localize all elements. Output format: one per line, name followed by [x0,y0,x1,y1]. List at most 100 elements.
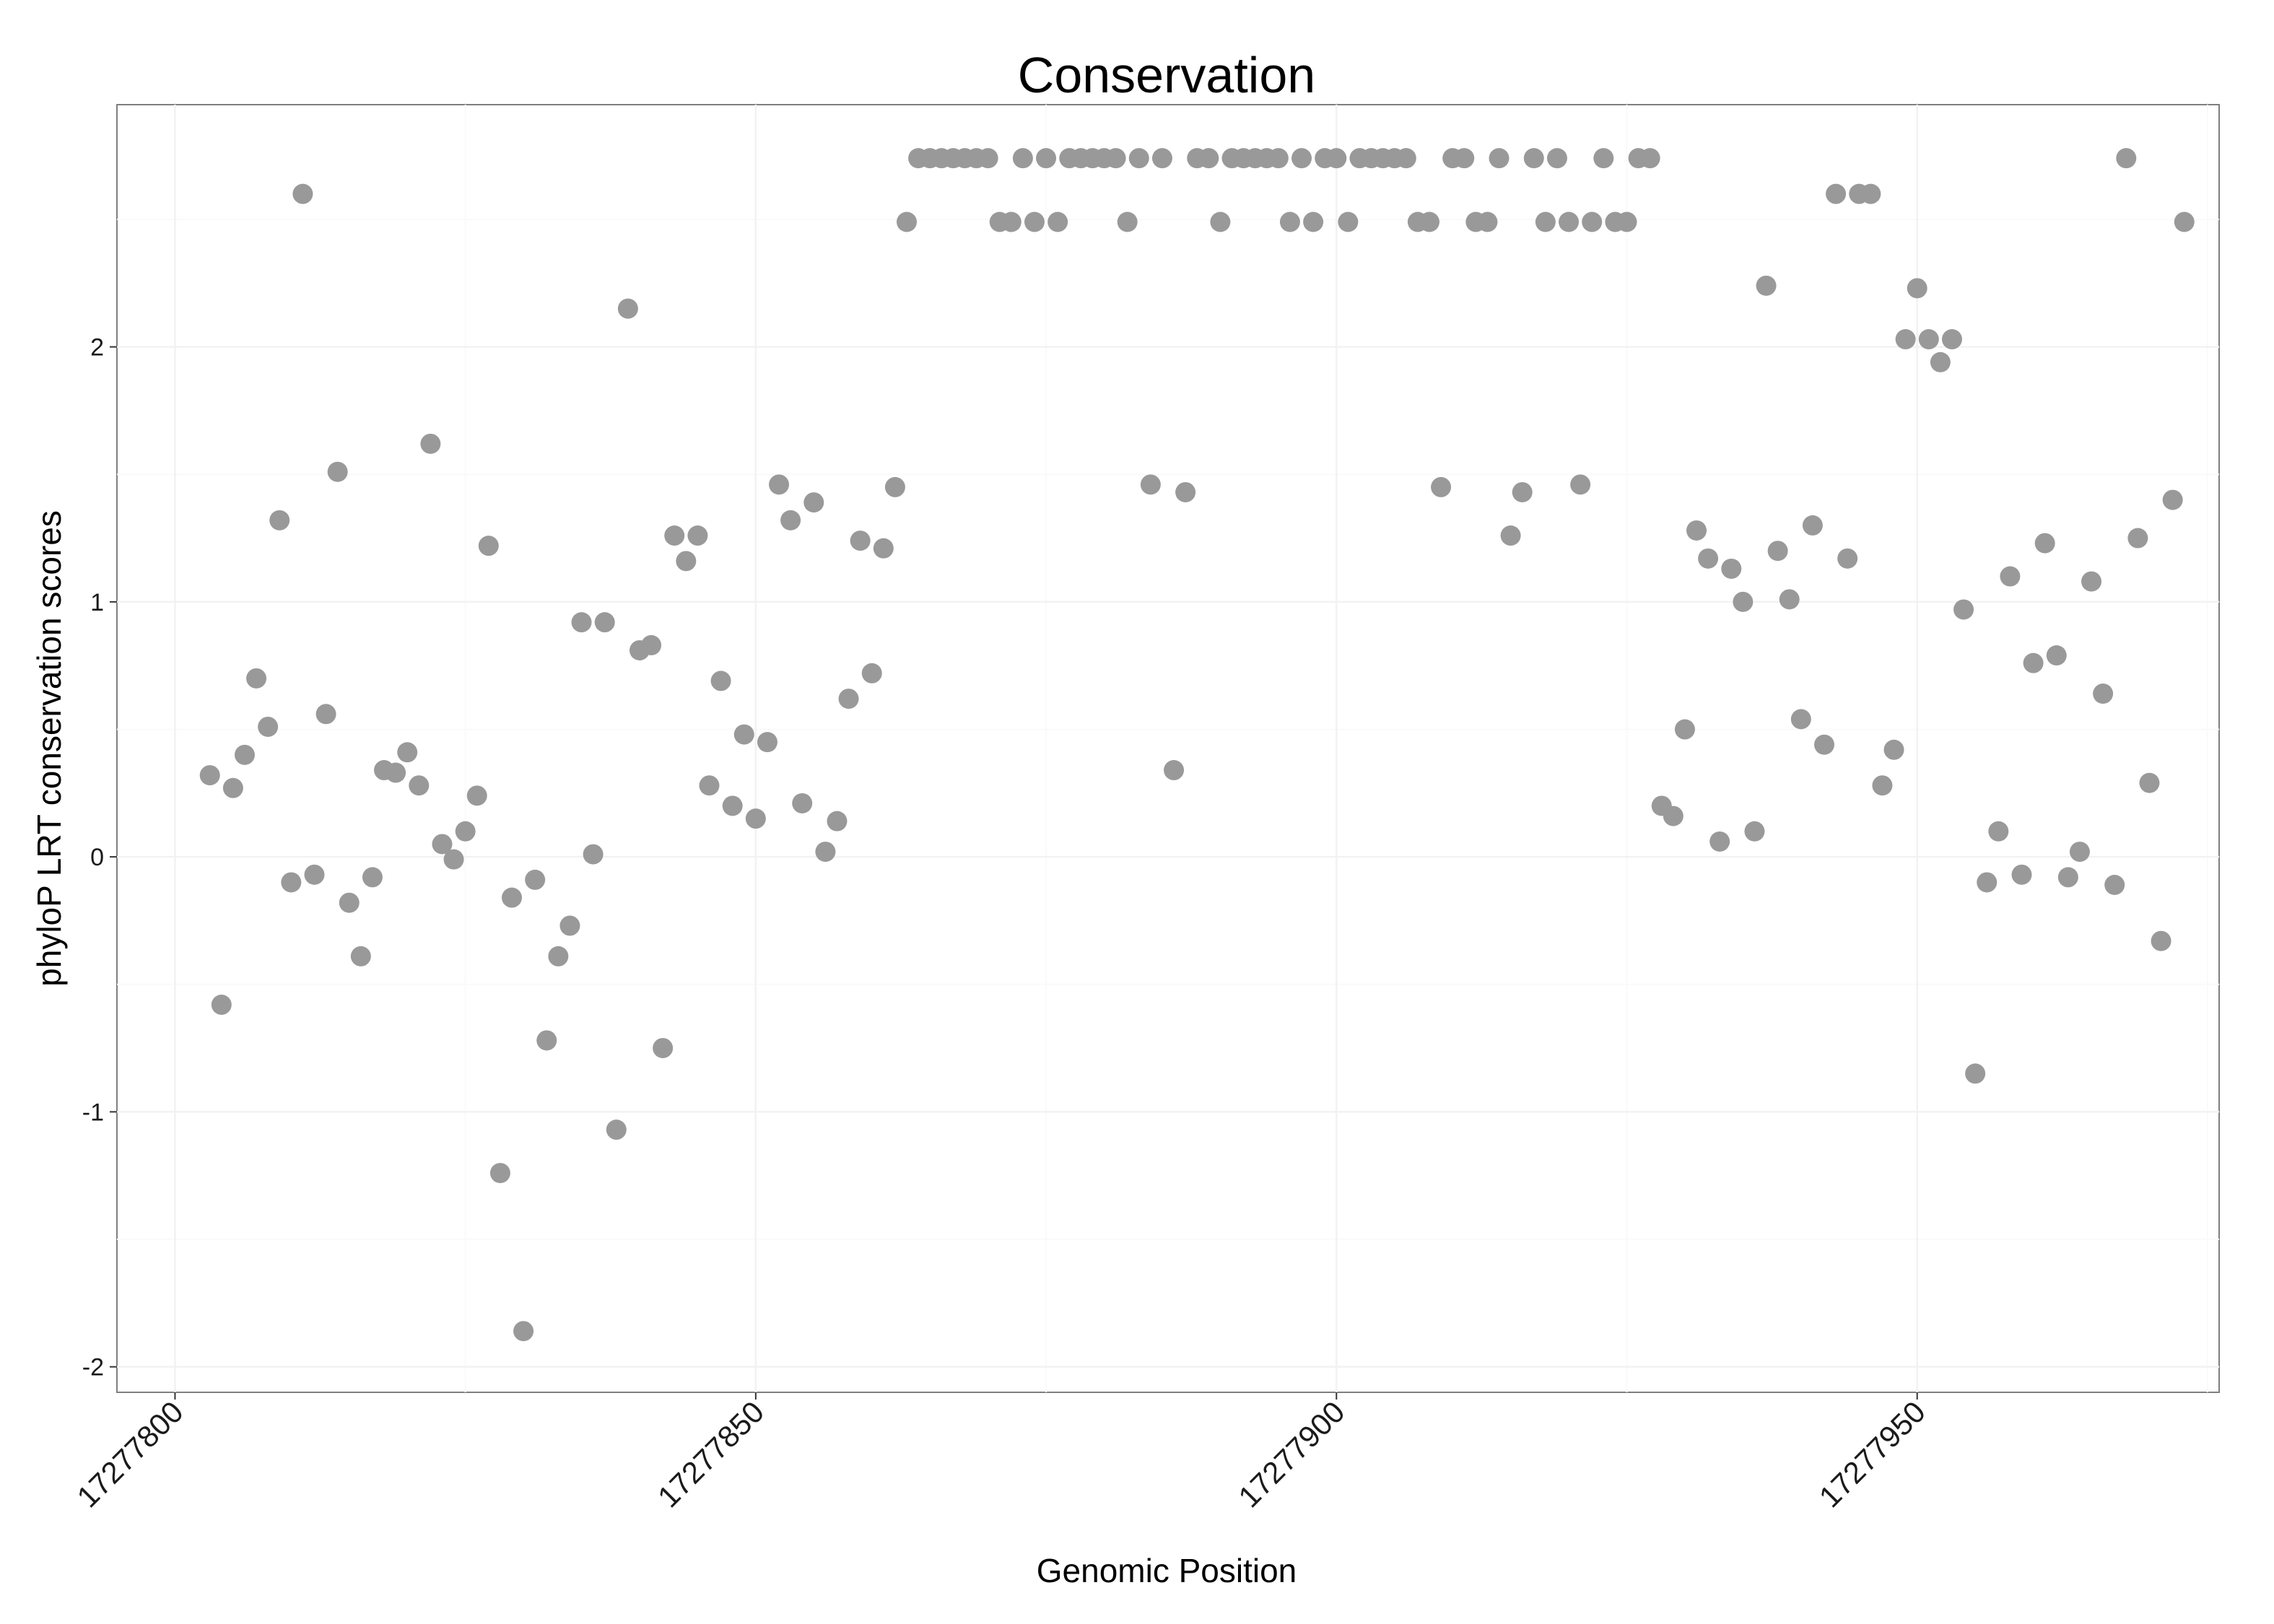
data-point [873,538,894,559]
data-point [1779,589,1800,610]
data-point [2011,864,2032,885]
y-tick-label: 1 [90,589,104,616]
data-point [1813,734,1834,755]
data-point [2069,842,2090,863]
data-point [653,1038,674,1059]
data-point [1721,558,1742,579]
x-axis-label: Genomic Position [1037,1552,1297,1589]
data-point [1117,211,1138,232]
data-point [327,461,348,482]
data-point [1477,211,1498,232]
data-point [733,724,754,745]
y-tick-label: -2 [82,1354,104,1381]
data-point [1559,211,1580,232]
data-point [559,915,580,936]
data-point [583,844,604,865]
data-point [792,793,813,813]
data-point [1756,275,1777,296]
data-point [1686,520,1707,541]
data-point [525,869,546,890]
data-point [2034,533,2055,554]
y-axis-label: phyloP LRT conservation scores [30,510,68,987]
data-point [1012,148,1033,169]
data-point [2139,772,2160,793]
data-point [710,671,731,691]
data-point [350,946,371,966]
chart-title: Conservation [1018,47,1315,103]
data-point [304,864,325,885]
data-point [2057,867,2078,888]
data-point [1790,709,1811,730]
data-point [2046,645,2067,666]
data-point [1895,329,1916,350]
data-point [769,474,790,495]
data-point [861,663,882,684]
data-point [757,732,777,753]
data-point [617,298,638,319]
data-point [222,777,243,798]
data-point [1733,591,1754,612]
data-point [571,612,592,633]
y-tick-label: 0 [90,844,104,871]
data-point [1582,211,1603,232]
data-point [1512,481,1533,502]
data-points [199,148,2195,1342]
data-point [292,183,313,204]
data-point [489,1163,510,1184]
y-tick-label: -1 [82,1099,104,1126]
x-tick-label: 17277900 [1232,1394,1351,1514]
minor-gridlines [117,105,2219,1392]
data-point [2162,489,2183,510]
data-point [362,867,383,888]
data-point [2151,930,2171,951]
data-point [850,531,871,551]
data-point [1303,211,1324,232]
data-point [2081,571,2102,592]
data-point [1709,831,1730,852]
data-point [1268,148,1289,169]
data-point [199,765,220,786]
data-point [1024,211,1045,232]
data-point [234,744,255,765]
data-point [443,849,464,870]
x-tick-label: 17277850 [651,1394,770,1514]
data-point [1907,278,1927,299]
major-gridlines [117,105,2219,1392]
data-point [1826,183,1847,204]
data-point [1198,148,1219,169]
data-point [664,525,685,546]
data-point [1151,148,1172,169]
y-axis: -2 -1 0 1 2 [82,334,117,1381]
data-point [339,892,360,913]
data-point [1860,183,1881,204]
data-point [466,785,487,806]
data-point [1744,821,1765,842]
data-point [1128,148,1149,169]
data-point [2104,874,2125,895]
data-point [1663,806,1683,826]
data-point [1140,474,1161,495]
data-point [548,946,569,966]
x-tick-label: 17277800 [70,1394,189,1514]
data-point [1930,352,1951,372]
data-point [536,1030,557,1051]
data-point [687,525,708,546]
data-point [606,1119,627,1140]
data-point [1210,211,1231,232]
data-point [722,795,743,816]
data-point [409,775,430,796]
data-point [1872,775,1893,796]
data-point [1965,1063,1986,1084]
data-point [1523,148,1544,169]
data-point [1175,481,1196,502]
data-point [1454,148,1475,169]
data-point [803,492,824,513]
data-point [1001,211,1021,232]
data-point [1837,548,1858,569]
data-point [1036,148,1057,169]
data-point [641,634,662,655]
data-point [1570,474,1591,495]
data-point [815,842,836,863]
data-point [1639,148,1660,169]
